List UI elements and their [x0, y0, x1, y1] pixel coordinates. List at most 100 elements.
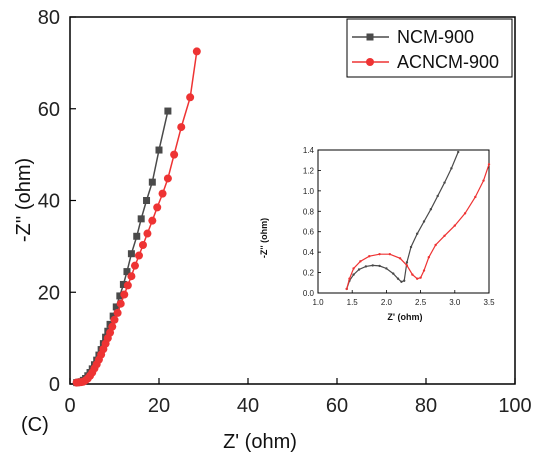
data-point — [422, 220, 426, 223]
data-point — [434, 243, 437, 247]
y-tick-label: 1.0 — [303, 187, 315, 196]
y-tick-label: 20 — [38, 282, 60, 304]
data-point — [143, 229, 152, 238]
data-point — [352, 273, 355, 276]
data-point — [127, 250, 135, 258]
x-tick-label: 40 — [237, 395, 259, 417]
data-point — [130, 261, 139, 270]
data-point — [148, 178, 156, 186]
data-point — [192, 47, 201, 56]
data-point — [108, 322, 117, 331]
x-tick-label: 3.0 — [449, 298, 461, 307]
data-point — [443, 181, 446, 184]
data-point — [138, 240, 147, 249]
data-point — [405, 264, 409, 267]
data-point — [411, 273, 414, 276]
data-point — [427, 256, 431, 259]
y-tick-label: 0.2 — [303, 269, 315, 278]
data-point — [378, 264, 381, 268]
inset-plot: 1.0 1.5 2.0 2.5 3.0 3.5 0.0 0.2 0.4 0.6 0.8 1.0 1.2 1… — [259, 146, 495, 322]
data-point — [482, 179, 485, 182]
data-point — [429, 208, 433, 211]
data-point — [133, 232, 141, 240]
data-point — [405, 261, 409, 264]
data-point — [116, 299, 125, 308]
legend-label-ncm: NCM-900 — [397, 27, 474, 47]
x-tick-label: 0 — [64, 395, 75, 417]
y-tick-label: 60 — [38, 99, 60, 121]
x-tick-label: 1.5 — [347, 298, 359, 307]
data-point — [164, 107, 172, 115]
main-x-axis-title: Z' (ohm) — [223, 431, 297, 453]
data-point — [474, 195, 477, 199]
data-point — [419, 276, 422, 279]
series-line-0 — [76, 110, 169, 384]
data-point — [392, 272, 395, 275]
data-point — [116, 292, 124, 300]
inset-plot-frame — [317, 149, 490, 294]
data-point — [148, 216, 157, 225]
data-point — [388, 252, 392, 256]
data-point — [422, 269, 426, 272]
data-point — [450, 167, 453, 170]
data-point — [463, 212, 467, 215]
inset-x-axis-title: Z' (ohm) — [387, 312, 422, 322]
x-tick-label: 100 — [498, 395, 531, 417]
y-tick-label: 40 — [38, 191, 60, 213]
y-tick-label: 0 — [49, 374, 60, 396]
inset-series-group — [345, 150, 491, 291]
legend-box — [346, 18, 513, 78]
x-tick-label: 80 — [415, 395, 437, 417]
data-point — [123, 281, 132, 290]
data-point — [396, 277, 400, 280]
data-point — [170, 150, 179, 159]
data-point — [359, 260, 362, 263]
data-point — [127, 272, 136, 281]
legend-label-acncm: ACNCM-900 — [397, 52, 499, 72]
data-point — [143, 197, 151, 204]
data-point — [163, 174, 172, 183]
y-tick-label: 0.0 — [303, 289, 315, 298]
data-point — [415, 232, 419, 235]
data-point — [119, 280, 127, 288]
inset-axis-ticks: 1.0 1.5 2.0 2.5 3.0 3.5 0.0 0.2 0.4 0.6 0.8 1.0 1.2 1… — [303, 146, 495, 307]
y-tick-label: 0.6 — [303, 228, 315, 237]
y-tick-label: 0.8 — [303, 207, 315, 216]
data-point — [364, 265, 368, 268]
x-tick-label: 1.0 — [312, 298, 324, 307]
data-point — [123, 268, 131, 276]
data-point — [352, 267, 355, 270]
data-point — [453, 224, 456, 227]
x-tick-label: 3.5 — [483, 298, 495, 307]
data-point — [409, 245, 413, 249]
panel-label: (C) — [21, 414, 49, 436]
data-point — [385, 267, 388, 270]
data-point — [402, 279, 406, 282]
legend-marker-ncm — [366, 33, 374, 41]
main-y-axis-title: -Z'' (ohm) — [13, 158, 35, 242]
data-point — [155, 146, 163, 154]
y-tick-label: 80 — [38, 7, 60, 29]
x-tick-label: 20 — [148, 395, 170, 417]
main-series-group — [72, 47, 201, 387]
data-point — [186, 93, 195, 102]
data-point — [348, 277, 351, 280]
y-tick-label: 1.4 — [303, 146, 315, 155]
data-point — [112, 303, 120, 311]
x-tick-label: 2.0 — [381, 298, 393, 307]
y-tick-label: 1.2 — [303, 166, 315, 175]
data-point — [398, 257, 402, 260]
inset-y-axis-title: -Z'' (ohm) — [259, 218, 269, 258]
data-point — [457, 150, 460, 154]
legend-marker-acncm — [366, 58, 374, 66]
data-point — [134, 251, 143, 260]
data-point — [357, 268, 361, 271]
data-point — [368, 255, 371, 258]
data-point — [400, 280, 403, 283]
main-axis-ticks: 0 20 40 60 80 100 0 20 40 60 80 — [38, 7, 532, 417]
data-point — [158, 189, 167, 198]
series-line-1 — [76, 51, 198, 384]
data-point — [137, 215, 145, 223]
data-point — [113, 308, 122, 317]
